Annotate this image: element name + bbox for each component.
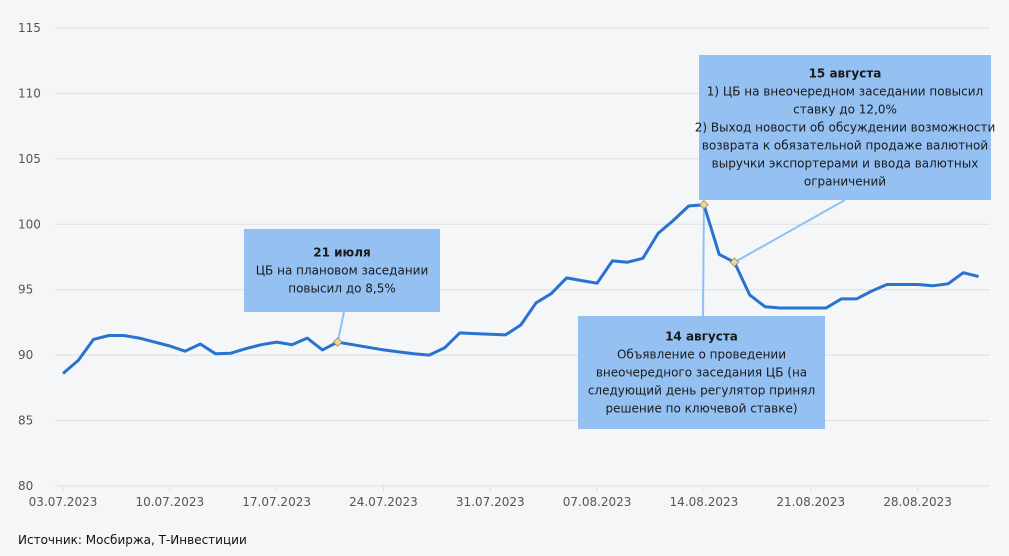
x-tick-label: 10.07.2023: [135, 495, 204, 509]
annotation-text: Объявление о проведении: [617, 348, 786, 362]
x-tick-label: 28.08.2023: [883, 495, 952, 509]
annotation-text: ставку до 12,0%: [793, 103, 897, 117]
x-tick-label: 03.07.2023: [29, 495, 98, 509]
y-tick-label: 80: [18, 479, 33, 493]
x-tick-label: 07.08.2023: [563, 495, 632, 509]
annotation-title: 15 августа: [809, 67, 882, 81]
annotation-background: [699, 55, 991, 200]
y-tick-label: 95: [18, 283, 33, 297]
annotation-connector: [733, 199, 846, 264]
y-tick-label: 85: [18, 414, 33, 428]
annotation-background: [578, 316, 825, 429]
annotation-text: ЦБ на плановом заседании: [256, 264, 429, 278]
annotation-text: внеочередного заседания ЦБ (на: [596, 366, 807, 380]
y-tick-label: 90: [18, 348, 33, 362]
data-point-marker: [729, 257, 740, 268]
y-tick-label: 110: [18, 86, 41, 100]
x-tick-label: 17.07.2023: [242, 495, 311, 509]
y-tick-label: 105: [18, 152, 41, 166]
series-line: [62, 203, 979, 375]
annotation-text: решение по ключевой ставке): [605, 402, 797, 416]
annotation-text: выручки экспортерами и ввода валютных: [712, 157, 979, 171]
data-point-marker: [699, 199, 709, 210]
annotation-box: 21 июля ЦБ на плановом заседании повысил д…: [244, 229, 440, 312]
annotation-text: возврата к обязательной продаже валютной: [702, 139, 988, 153]
x-tick-label: 14.08.2023: [670, 495, 739, 509]
annotation-title: 21 июля: [313, 246, 370, 260]
x-tick-label: 24.07.2023: [349, 495, 418, 509]
x-tick-label: 31.07.2023: [456, 495, 525, 509]
annotation-box: 14 августа Объявление о проведении внеочер…: [578, 316, 825, 429]
y-tick-label: 115: [18, 21, 41, 35]
annotation-box: 15 августа 1) ЦБ на внеочередном заседани…: [695, 55, 996, 200]
source-note: Источник: Мосбиржа, Т-Инвестиции: [18, 533, 247, 547]
annotation-text: 1) ЦБ на внеочередном заседании повысил: [707, 85, 983, 99]
annotation-text: ограничений: [804, 175, 886, 189]
annotation-text: 2) Выход новости об обсуждении возможнос…: [695, 121, 996, 135]
x-tick-label: 21.08.2023: [776, 495, 845, 509]
annotation-text: повысил до 8,5%: [288, 282, 396, 296]
annotation-text: следующий день регулятор принял: [588, 384, 815, 398]
annotation-background: [244, 229, 440, 312]
annotation-connector: [336, 311, 345, 343]
annotation-title: 14 августа: [665, 330, 738, 344]
annotation-connector: [702, 204, 705, 317]
y-tick-label: 100: [18, 217, 41, 231]
data-point-marker: [332, 337, 343, 347]
